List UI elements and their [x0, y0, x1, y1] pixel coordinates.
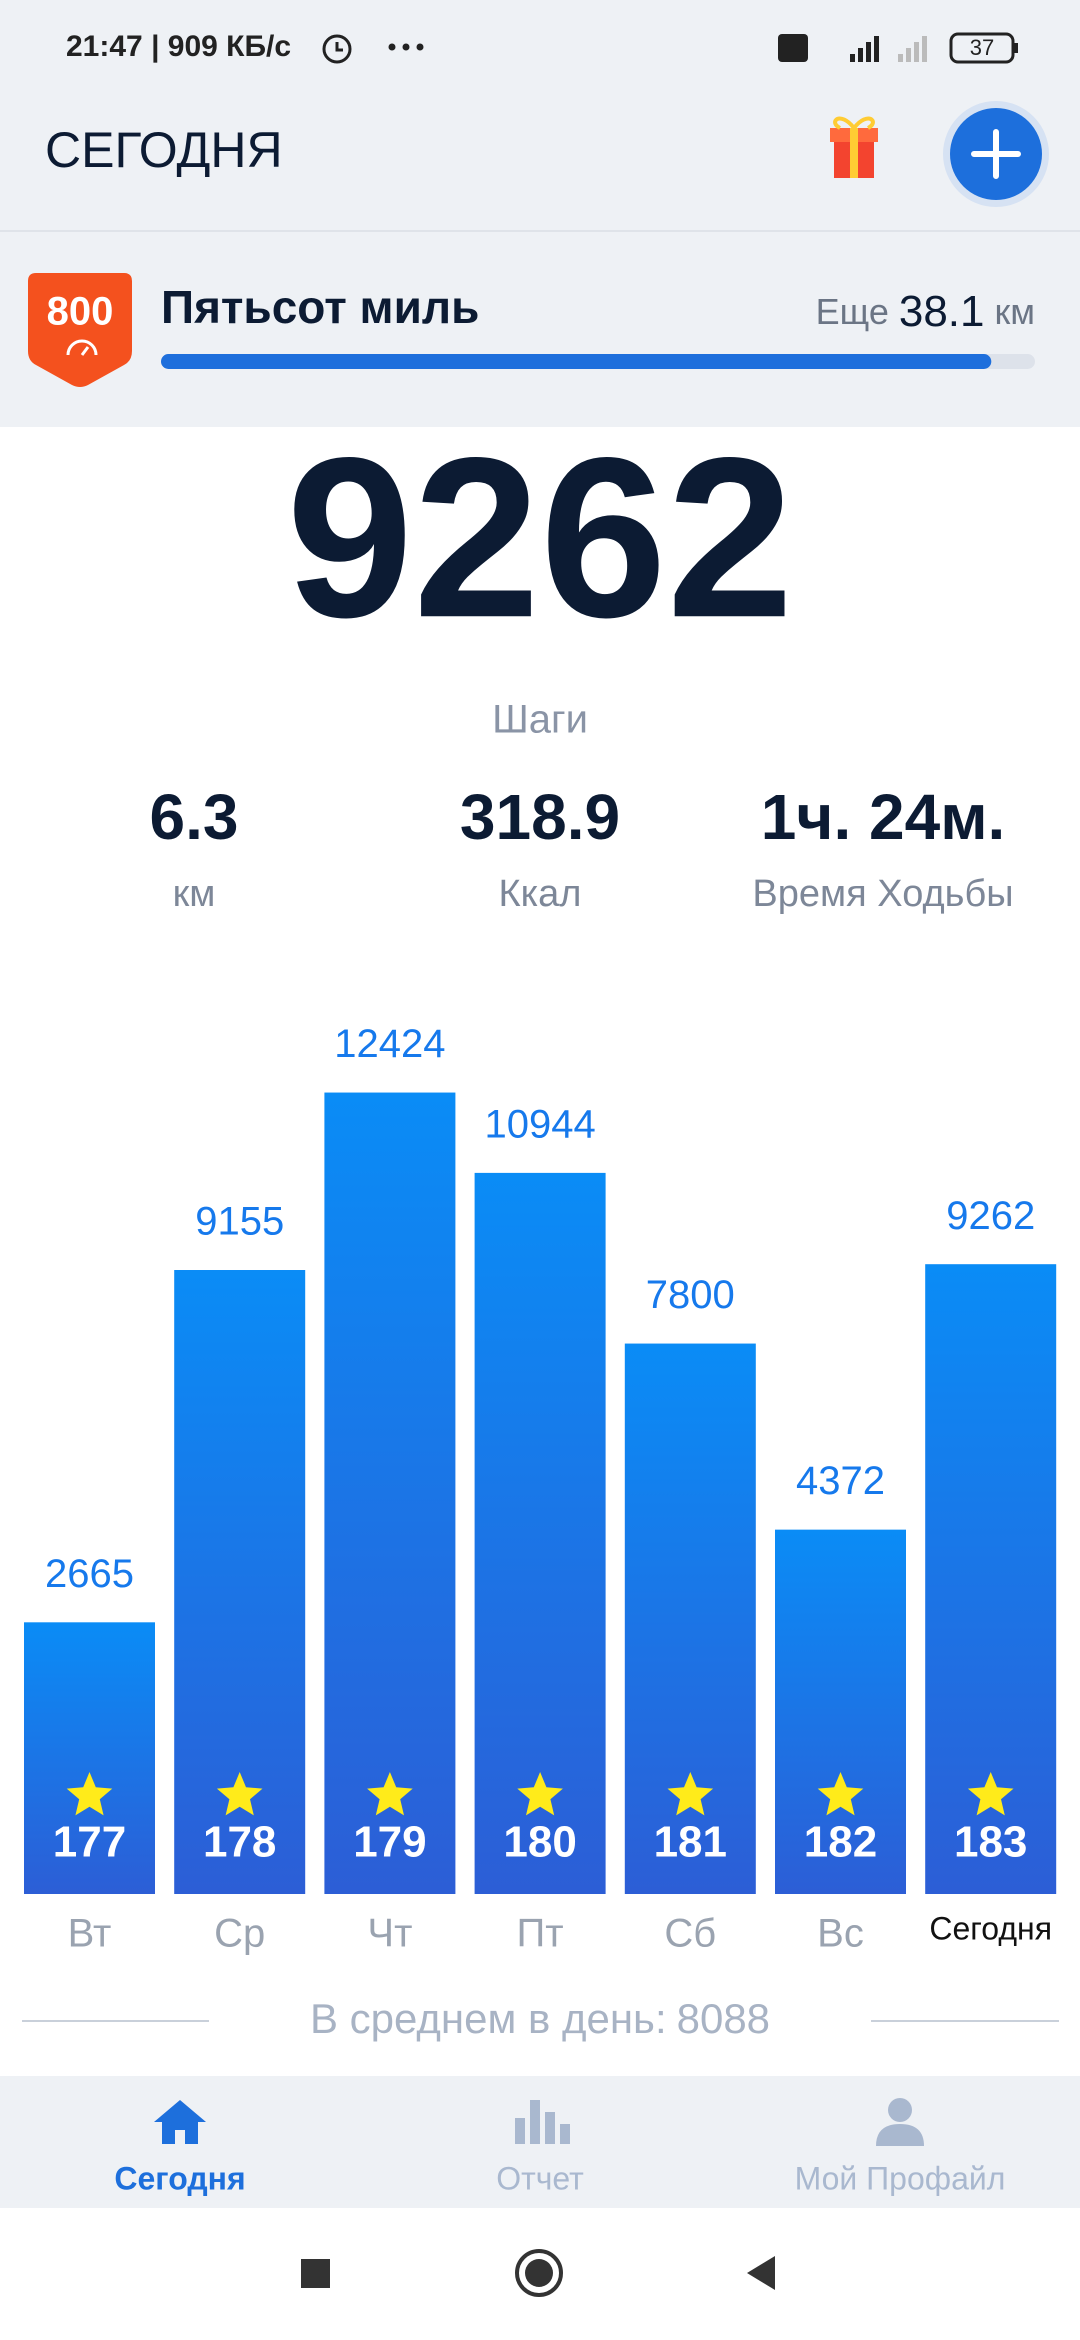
bar-value-label: 12424 [334, 1022, 445, 1066]
stat-value: 6.3 [150, 781, 239, 853]
badge-text: 800 [47, 290, 114, 334]
day-number: 179 [353, 1818, 426, 1867]
achievement-bg [0, 232, 1080, 427]
nav-report-icon[interactable] [515, 2100, 570, 2144]
star-icon [967, 1772, 1014, 1816]
star-icon [367, 1772, 413, 1816]
status-time: 21:47 | 909 КБ/с [66, 30, 291, 63]
back-button[interactable] [747, 2256, 775, 2290]
remaining-unit: км [995, 291, 1036, 332]
achievement-title: Пятьсот миль [161, 281, 479, 333]
day-number: 183 [954, 1818, 1027, 1867]
bar-value-label: 7800 [646, 1273, 735, 1317]
progress-fill [161, 354, 992, 369]
gift-button[interactable] [830, 116, 878, 178]
day-number: 182 [804, 1818, 877, 1867]
bar-value-label: 2665 [45, 1552, 134, 1596]
average-label: В среднем в день: [310, 1995, 667, 2042]
header-bg [0, 0, 1080, 230]
x-tick-label: Чт [367, 1912, 412, 1956]
nav-profile-icon[interactable] [876, 2098, 924, 2146]
average: В среднем в день: 8088 [310, 1995, 770, 2042]
day-number: 178 [203, 1818, 276, 1867]
home-button[interactable] [515, 2249, 563, 2297]
battery-tip [1014, 43, 1018, 53]
stat-value: 318.9 [460, 781, 620, 853]
achievement-badge [28, 273, 132, 387]
nav-label[interactable]: Сегодня [114, 2160, 245, 2196]
signal-icons [778, 34, 927, 62]
remaining-value: 38.1 [899, 287, 985, 336]
stat-label: км [173, 873, 216, 915]
x-tick-label: Пт [517, 1912, 564, 1956]
x-tick-label: Вс [817, 1912, 864, 1956]
nav-label[interactable]: Отчет [496, 2160, 584, 2196]
bar-value-label: 9262 [946, 1194, 1035, 1238]
stat-label: Ккал [499, 873, 582, 915]
x-tick-label: Вт [68, 1912, 112, 1956]
battery-level: 37 [970, 35, 994, 60]
bar-value-label: 9155 [195, 1200, 284, 1244]
divider [0, 230, 1080, 232]
remaining: Еще 38.1 км [816, 287, 1035, 336]
steps-label: Шаги [492, 698, 588, 742]
bar[interactable] [624, 1343, 756, 1894]
day-number: 180 [503, 1818, 576, 1867]
steps-value: 9262 [286, 411, 793, 665]
bar[interactable] [24, 1622, 155, 1894]
page-title: СЕГОДНЯ [45, 122, 283, 178]
star-icon [66, 1772, 113, 1816]
nav-home-icon[interactable] [154, 2100, 206, 2144]
bar-value-label: 10944 [484, 1102, 595, 1146]
bar[interactable] [324, 1092, 456, 1894]
bar[interactable] [775, 1529, 906, 1894]
alarm-icon [322, 34, 352, 64]
battery-icon [949, 32, 1015, 64]
star-icon [817, 1772, 864, 1816]
stat-value: 1ч. 24м. [761, 781, 1006, 853]
more-icon [388, 43, 424, 51]
average-value: 8088 [677, 1995, 770, 2042]
bar-value-label: 4372 [796, 1459, 885, 1503]
nav-label[interactable]: Мой Профайл [795, 2160, 1006, 2196]
star-icon [216, 1772, 263, 1816]
x-tick-label: Сегодня [929, 1910, 1052, 1946]
remaining-label: Еще [816, 291, 889, 332]
x-tick-label: Сб [664, 1912, 716, 1956]
star-icon [667, 1772, 714, 1816]
add-button[interactable] [943, 101, 1049, 207]
recent-apps-button[interactable] [301, 2259, 330, 2288]
day-number: 177 [53, 1818, 126, 1867]
star-icon [517, 1772, 563, 1816]
stat-label: Время Ходьбы [752, 873, 1013, 915]
day-number: 181 [654, 1818, 727, 1867]
x-tick-label: Ср [214, 1912, 265, 1956]
